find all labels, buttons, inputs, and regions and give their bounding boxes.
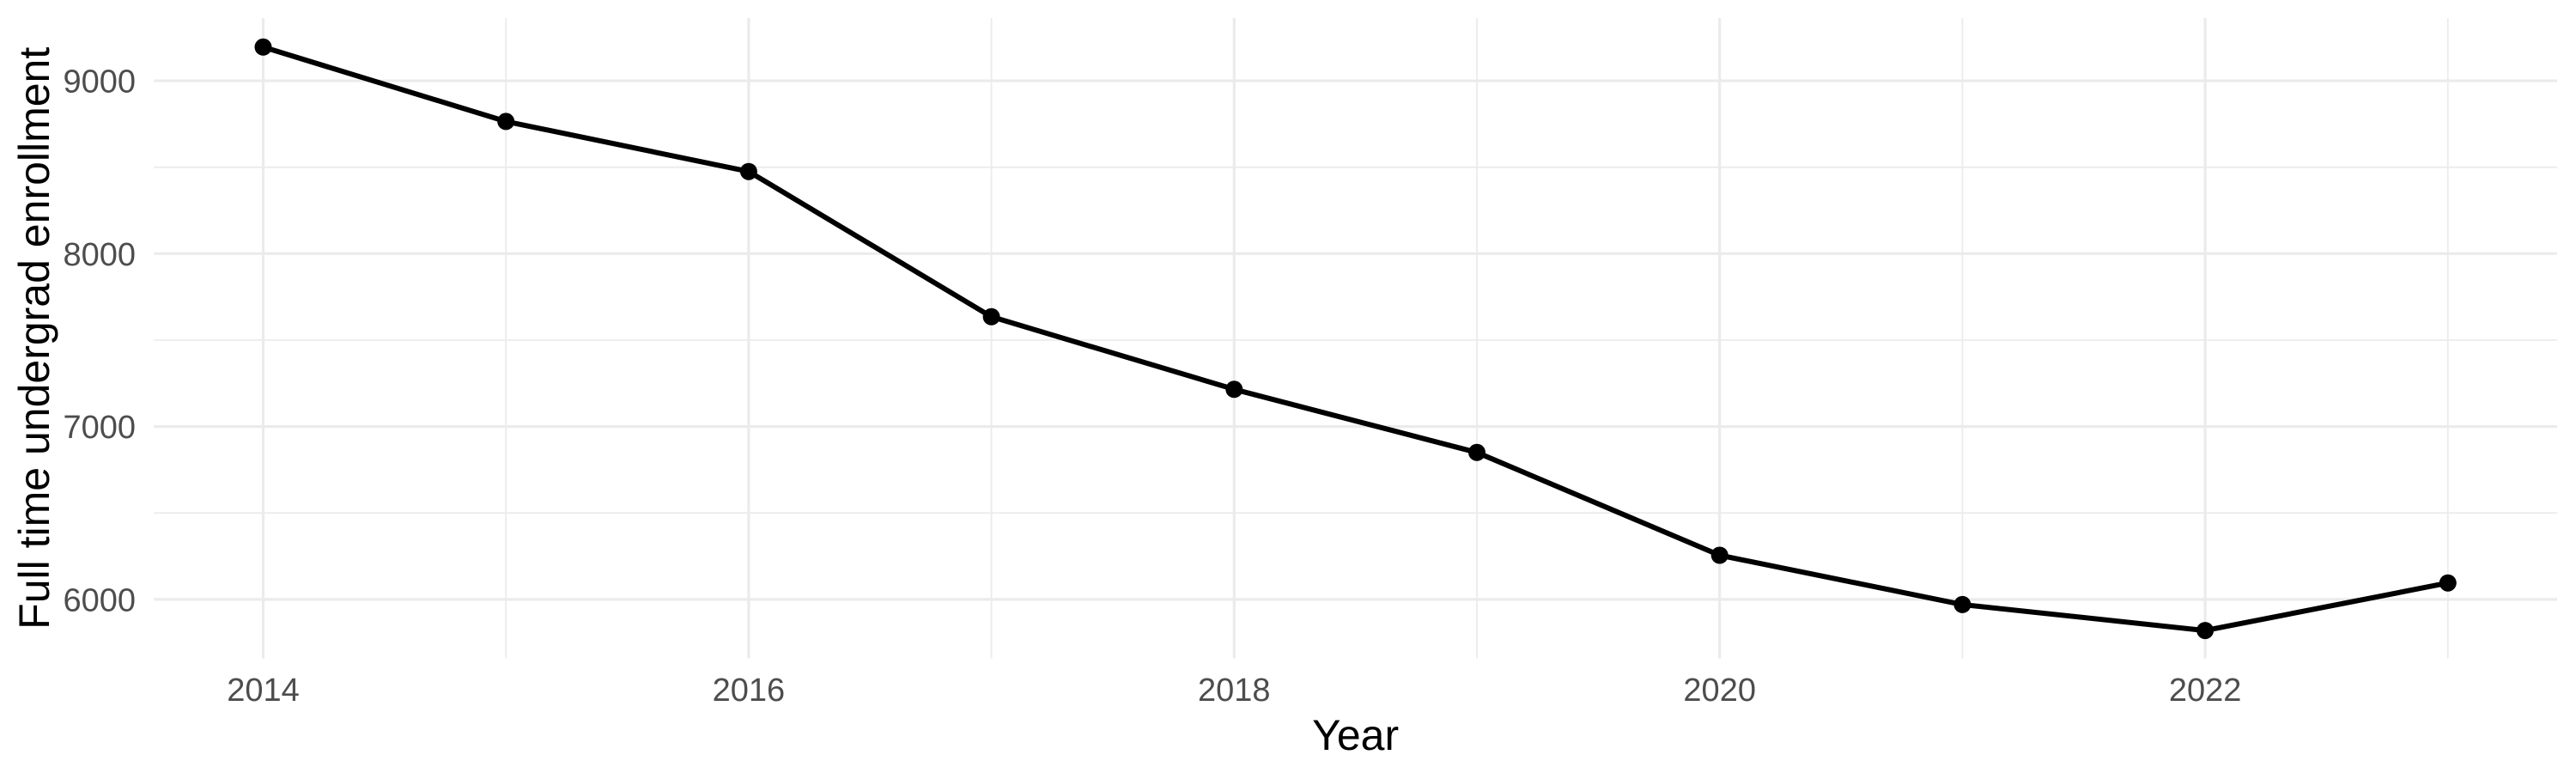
y-axis-tick-labels: 6000 7000 8000 9000 [63, 64, 136, 619]
data-point-2016 [739, 162, 757, 180]
data-point-2023 [2439, 574, 2457, 592]
enrollment-series-line [262, 44, 2449, 634]
minor-gridlines [154, 18, 2557, 659]
x-tick-label-2022: 2022 [2169, 673, 2242, 709]
data-point-2022 [2196, 622, 2215, 640]
x-tick-label-2020: 2020 [1683, 673, 1756, 709]
y-tick-label-9000: 9000 [63, 64, 136, 100]
data-point-2021 [1953, 595, 1971, 613]
x-tick-label-2016: 2016 [713, 673, 786, 709]
y-tick-label-8000: 8000 [63, 237, 136, 273]
y-tick-label-6000: 6000 [63, 582, 136, 618]
x-axis-title: Year [1312, 711, 1399, 759]
data-point-2014 [254, 38, 272, 56]
data-point-2018 [1225, 380, 1243, 399]
x-tick-label-2018: 2018 [1198, 673, 1271, 709]
x-axis-tick-labels: 2014 2016 2018 2020 2022 [227, 673, 2241, 709]
data-point-2015 [497, 113, 515, 131]
data-point-2020 [1710, 546, 1728, 564]
data-points [254, 38, 2457, 640]
y-axis-title: Full time undergrad enrollment [10, 47, 58, 630]
data-point-2019 [1468, 443, 1485, 461]
major-gridlines [154, 18, 2557, 659]
x-tick-label-2014: 2014 [227, 673, 300, 709]
data-point-2017 [982, 307, 1000, 326]
y-tick-label-7000: 7000 [63, 410, 136, 446]
